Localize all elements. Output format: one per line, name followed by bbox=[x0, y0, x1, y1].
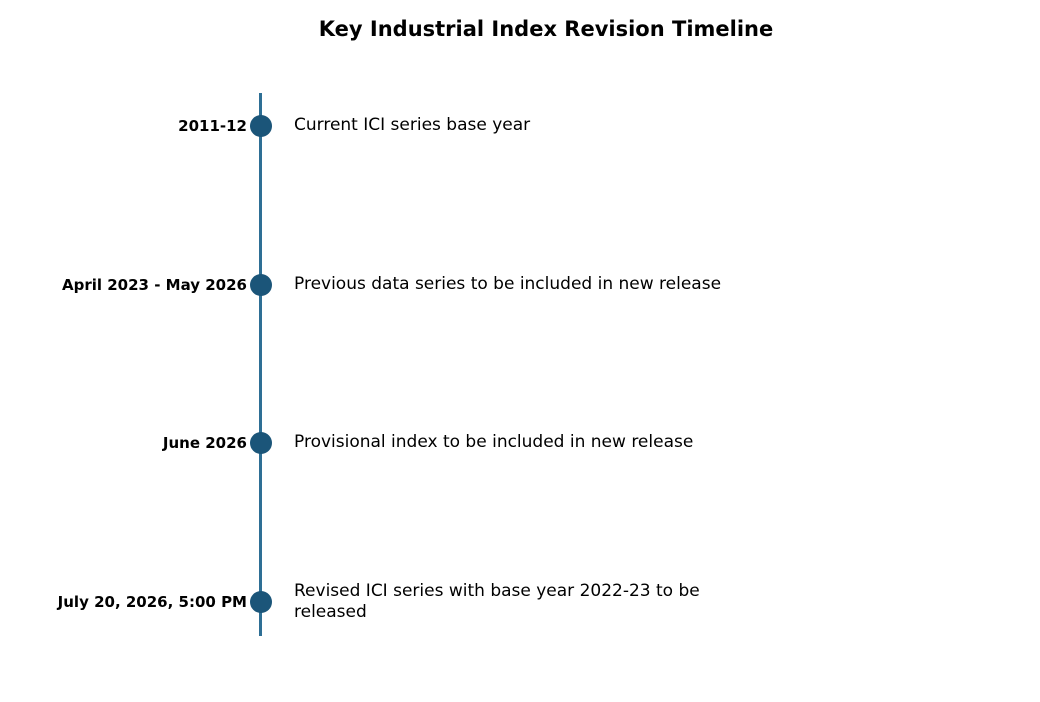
event-marker bbox=[250, 115, 272, 137]
event-date: July 20, 2026, 5:00 PM bbox=[57, 593, 247, 611]
event-date: April 2023 - May 2026 bbox=[61, 276, 247, 294]
event-date: 2011-12 bbox=[178, 117, 247, 135]
timeline-axis-line bbox=[259, 93, 262, 636]
event-marker bbox=[250, 432, 272, 454]
event-description: Current ICI series base year bbox=[294, 115, 531, 135]
timeline-title: Key Industrial Index Revision Timeline bbox=[318, 17, 774, 41]
event-description: Provisional index to be included in new … bbox=[294, 432, 694, 452]
event-description: Previous data series to be included in n… bbox=[294, 274, 722, 294]
event-marker bbox=[250, 274, 272, 296]
event-date: June 2026 bbox=[162, 434, 247, 452]
event-marker bbox=[250, 591, 272, 613]
event-description: Revised ICI series with base year 2022-2… bbox=[294, 581, 700, 622]
